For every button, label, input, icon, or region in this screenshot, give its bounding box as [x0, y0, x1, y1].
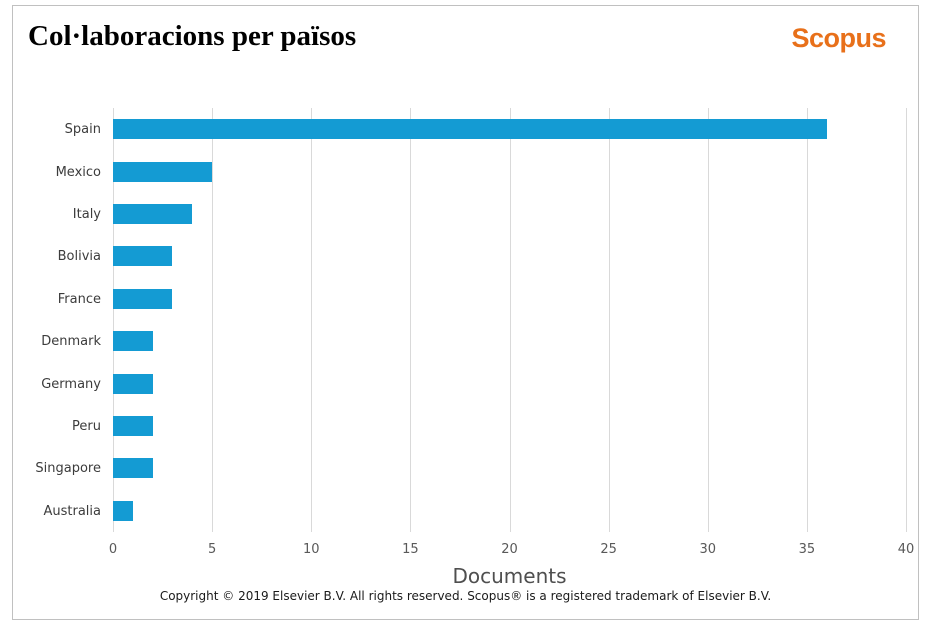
gridline: [113, 108, 114, 532]
x-tick-label: 5: [207, 542, 217, 557]
category-label: Singapore: [35, 461, 101, 477]
copyright-text: Copyright © 2019 Elsevier B.V. All right…: [159, 589, 772, 603]
bar-bolivia[interactable]: [113, 246, 173, 267]
x-tick-label: 30: [699, 542, 717, 557]
gridline: [608, 108, 610, 532]
bar-australia[interactable]: [113, 500, 133, 521]
bar-mexico[interactable]: [113, 161, 213, 182]
bar-denmark[interactable]: [113, 331, 153, 352]
category-label: Mexico: [55, 164, 101, 180]
gridline: [509, 108, 511, 532]
bar-italy[interactable]: [113, 204, 193, 224]
bar-peru[interactable]: [113, 416, 153, 436]
x-tick-label: 15: [402, 542, 419, 557]
category-label: Denmark: [41, 334, 101, 350]
x-tick-label: 0: [108, 542, 118, 557]
x-tick-label: 35: [798, 542, 816, 557]
bar-singapore[interactable]: [113, 458, 153, 479]
x-tick-label: 40: [897, 542, 915, 557]
chart-title: Col·laboracions per països: [28, 20, 357, 52]
chart-card: Col·laboracions per països Scopus Docume…: [12, 5, 919, 620]
x-tick-label: 20: [501, 542, 518, 557]
bar-germany[interactable]: [113, 373, 153, 394]
category-label: Peru: [72, 419, 101, 434]
x-tick-label: 10: [302, 542, 320, 557]
gridline: [410, 108, 412, 532]
category-label: Germany: [41, 376, 101, 392]
bar-france[interactable]: [113, 288, 173, 309]
category-label: Italy: [72, 207, 101, 222]
category-label: France: [57, 291, 101, 307]
x-tick-label: 25: [600, 542, 617, 557]
category-label: Bolivia: [57, 249, 101, 265]
gridline: [311, 108, 313, 532]
gridline: [906, 108, 907, 532]
plot-area: Documents 0 5 10 15 20 25 30 35 40 Spain Mexico Ita…: [35, 108, 914, 588]
gridline: [707, 108, 709, 532]
category-label: Australia: [43, 503, 101, 519]
gridline: [212, 108, 214, 532]
gridline: [806, 108, 808, 532]
scopus-logo[interactable]: Scopus: [791, 23, 886, 53]
category-label: Spain: [64, 122, 101, 138]
bar-spain[interactable]: [113, 119, 827, 140]
x-axis-label: Documents: [452, 564, 567, 588]
